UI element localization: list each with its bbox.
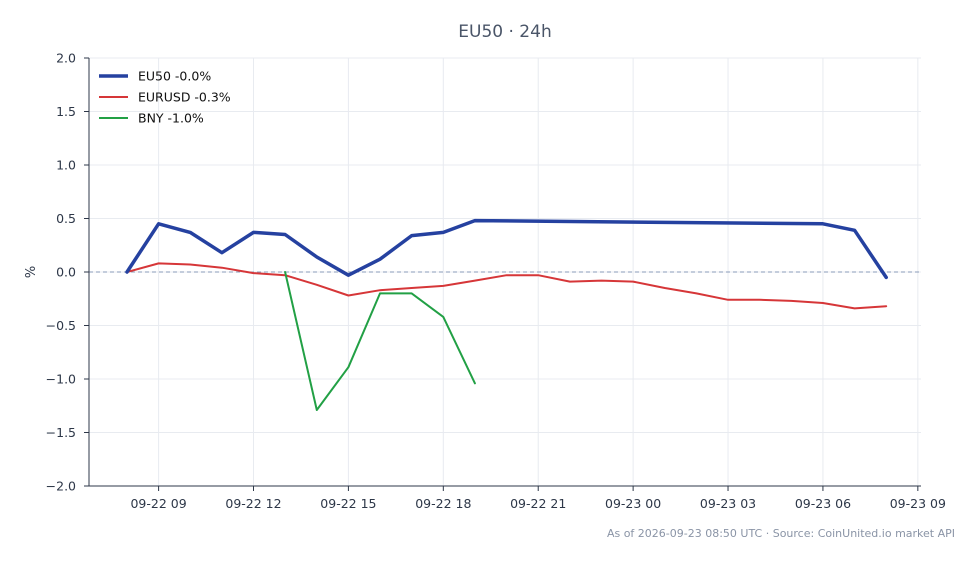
y-tick-label: 2.0	[56, 51, 76, 66]
legend-label: BNY -1.0%	[138, 111, 204, 126]
y-tick-label: 1.0	[56, 158, 76, 173]
series-line-1	[126, 262, 888, 310]
x-tick-label: 09-22 15	[320, 496, 376, 511]
x-axis-ticks: 09-22 09 09-22 12 09-22 15 09-22 18 09-22 21…	[130, 486, 946, 511]
series-lines	[125, 218, 888, 411]
y-axis-label: %	[24, 266, 39, 278]
legend-label: EURUSD -0.3%	[138, 90, 231, 105]
x-tick-label: 09-23 09	[890, 496, 946, 511]
x-tick-label: 09-23 03	[700, 496, 756, 511]
legend-label: EU50 -0.0%	[138, 69, 211, 84]
source-footer: As of 2026-09-23 08:50 UTC · Source: Coi…	[607, 527, 955, 540]
y-tick-label: −2.0	[46, 479, 76, 494]
series-line-0	[125, 218, 888, 280]
y-axis-ticks: 2.0 1.5 1.0 0.5 0.0 −0.5 −1.0 −1.5 −2.0	[46, 51, 89, 494]
y-tick-label: 0.5	[56, 211, 76, 226]
x-tick-label: 09-22 09	[130, 496, 186, 511]
x-tick-label: 09-22 21	[510, 496, 566, 511]
y-tick-label: 1.5	[56, 104, 76, 119]
chart-title: EU50 · 24h	[458, 22, 551, 42]
x-tick-label: 09-22 18	[415, 496, 471, 511]
y-tick-label: −0.5	[46, 318, 76, 333]
y-tick-label: 0.0	[56, 265, 76, 280]
y-tick-label: −1.0	[46, 372, 76, 387]
legend: EU50 -0.0% EURUSD -0.3% BNY -1.0%	[99, 69, 231, 126]
series-line-2	[284, 271, 476, 411]
x-tick-label: 09-22 12	[225, 496, 281, 511]
x-tick-label: 09-23 00	[605, 496, 661, 511]
x-tick-label: 09-23 06	[795, 496, 851, 511]
y-tick-label: −1.5	[46, 425, 76, 440]
